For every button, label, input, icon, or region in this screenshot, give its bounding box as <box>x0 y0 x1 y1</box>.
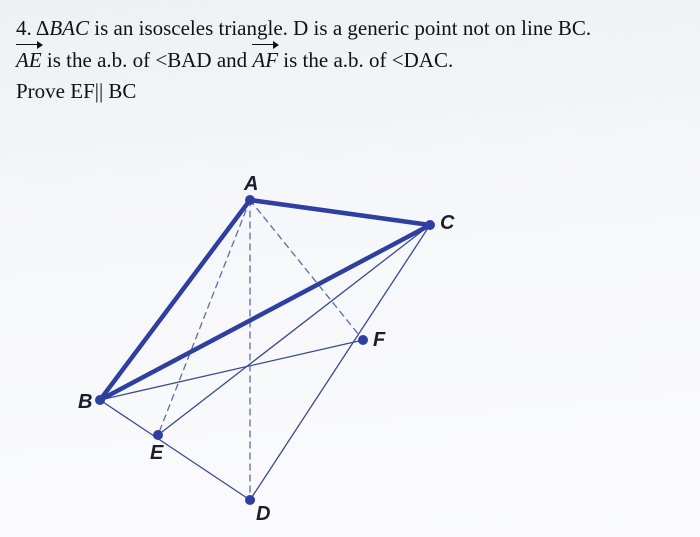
geometry-figure: A B C D E F <box>70 170 510 530</box>
line2-a: is the a.b. of <BAD and <box>42 48 253 72</box>
point-A <box>245 195 255 205</box>
point-E <box>153 430 163 440</box>
line3: Prove EF|| BC <box>16 77 686 105</box>
triangle-name: BAC <box>49 16 89 40</box>
line1-rest: is an isosceles triangle. D is a generic… <box>89 16 591 40</box>
point-B <box>95 395 105 405</box>
problem-text: 4. ΔBAC is an isosceles triangle. D is a… <box>16 14 686 105</box>
page: 4. ΔBAC is an isosceles triangle. D is a… <box>0 0 700 537</box>
point-D <box>245 495 255 505</box>
label-B: B <box>78 391 92 413</box>
edge-AB <box>100 200 250 400</box>
edge-BD <box>100 400 250 500</box>
label-D: D <box>256 503 270 525</box>
edge-DC <box>250 225 430 500</box>
ray-AF: AF <box>252 44 278 74</box>
label-E: E <box>150 442 164 464</box>
point-F <box>358 335 368 345</box>
label-C: C <box>440 212 455 234</box>
line2-b: is the a.b. of <DAC. <box>278 48 453 72</box>
edge-AC <box>250 200 430 225</box>
figure-svg: A B C D E F <box>70 170 510 530</box>
edge-BC <box>100 225 430 400</box>
delta: Δ <box>32 16 50 40</box>
point-C <box>425 220 435 230</box>
edge-EC <box>158 225 430 435</box>
problem-number: 4. <box>16 16 32 40</box>
label-F: F <box>373 329 386 351</box>
ray-AE: AE <box>16 44 42 74</box>
label-A: A <box>243 173 258 195</box>
